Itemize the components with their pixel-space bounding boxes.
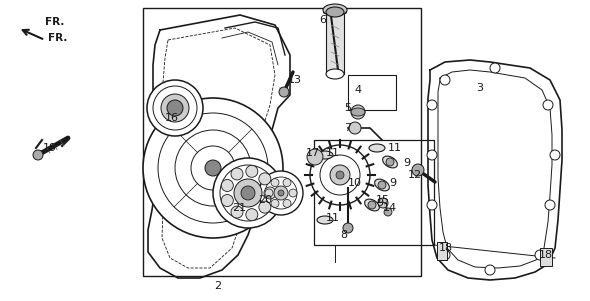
Ellipse shape [365, 199, 379, 211]
Circle shape [259, 201, 271, 213]
Circle shape [349, 122, 361, 134]
Bar [326, 12, 344, 74]
Circle shape [310, 145, 370, 205]
Text: 3: 3 [477, 83, 483, 93]
Circle shape [378, 198, 388, 208]
Circle shape [440, 75, 450, 85]
Circle shape [283, 178, 291, 187]
Circle shape [485, 265, 495, 275]
Circle shape [427, 100, 437, 110]
Circle shape [543, 100, 553, 110]
Circle shape [259, 173, 271, 185]
Circle shape [241, 186, 255, 200]
Text: 19: 19 [43, 143, 57, 153]
Circle shape [440, 250, 450, 260]
Text: 11: 11 [326, 213, 340, 223]
Circle shape [412, 164, 424, 176]
Text: 16: 16 [165, 113, 179, 123]
Circle shape [221, 194, 233, 206]
Text: 18: 18 [439, 243, 453, 253]
Text: FR.: FR. [45, 17, 65, 27]
Ellipse shape [351, 108, 365, 116]
Text: 9: 9 [389, 178, 396, 188]
Circle shape [278, 190, 284, 196]
Text: 5: 5 [345, 103, 352, 113]
Circle shape [213, 158, 283, 228]
Circle shape [231, 168, 243, 180]
Bar [314, 140, 434, 245]
Text: 12: 12 [408, 170, 422, 180]
Circle shape [427, 200, 437, 210]
Text: 2: 2 [214, 281, 222, 291]
Circle shape [147, 80, 203, 136]
Text: 7: 7 [345, 123, 352, 133]
Circle shape [246, 209, 258, 221]
Text: 21: 21 [232, 203, 246, 213]
Circle shape [343, 223, 353, 233]
Circle shape [274, 186, 288, 200]
Circle shape [330, 165, 350, 185]
Text: 13: 13 [288, 75, 302, 85]
Bar [143, 8, 421, 276]
Ellipse shape [383, 156, 398, 168]
Text: 20: 20 [258, 195, 272, 205]
Bar [348, 75, 396, 110]
Circle shape [161, 94, 189, 122]
Ellipse shape [326, 7, 344, 17]
Circle shape [368, 201, 376, 209]
Circle shape [246, 165, 258, 177]
Circle shape [167, 100, 183, 116]
Circle shape [221, 179, 233, 191]
Text: 9: 9 [376, 198, 384, 208]
Ellipse shape [375, 179, 389, 191]
Circle shape [283, 199, 291, 207]
Circle shape [535, 250, 545, 260]
Circle shape [205, 160, 221, 176]
Text: 11: 11 [388, 143, 402, 153]
Circle shape [231, 206, 243, 218]
Circle shape [490, 63, 500, 73]
Ellipse shape [369, 144, 385, 152]
Circle shape [234, 179, 262, 207]
Circle shape [259, 171, 303, 215]
Text: 9: 9 [404, 158, 411, 168]
Circle shape [378, 181, 386, 189]
Text: 14: 14 [383, 203, 397, 213]
Circle shape [265, 189, 273, 197]
Text: 15: 15 [376, 195, 390, 205]
Text: 4: 4 [355, 85, 362, 95]
Circle shape [427, 150, 437, 160]
Ellipse shape [326, 69, 344, 79]
Circle shape [545, 200, 555, 210]
Ellipse shape [317, 216, 333, 224]
Text: 6: 6 [320, 15, 326, 25]
Circle shape [384, 208, 392, 216]
Circle shape [279, 87, 289, 97]
Circle shape [143, 98, 283, 238]
Circle shape [336, 171, 344, 179]
Circle shape [386, 158, 394, 166]
Circle shape [307, 149, 323, 165]
Circle shape [264, 187, 276, 199]
Text: 17: 17 [306, 148, 320, 158]
Circle shape [550, 150, 560, 160]
Circle shape [271, 178, 279, 187]
Text: 18: 18 [539, 250, 553, 260]
Text: 11: 11 [326, 148, 340, 158]
Bar [540, 248, 552, 266]
Circle shape [351, 105, 365, 119]
Circle shape [289, 189, 297, 197]
Circle shape [271, 199, 279, 207]
Circle shape [33, 150, 43, 160]
Text: 8: 8 [340, 230, 348, 240]
Ellipse shape [323, 4, 347, 16]
Text: FR.: FR. [48, 33, 67, 43]
Ellipse shape [317, 151, 333, 159]
Bar [437, 242, 447, 260]
Text: 10: 10 [348, 178, 362, 188]
